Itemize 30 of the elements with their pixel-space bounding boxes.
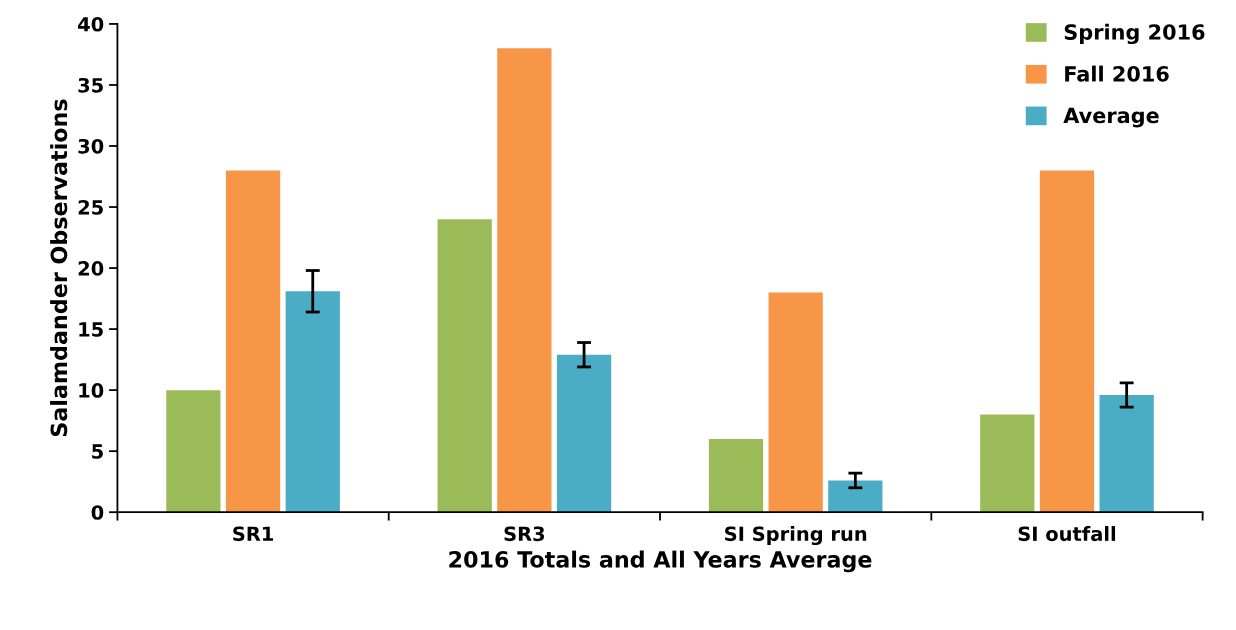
x-tick-label: SI Spring run — [725, 526, 867, 546]
y-axis-title: Salamdander Observations — [50, 99, 68, 437]
bar — [1039, 170, 1095, 513]
bar — [828, 480, 883, 513]
bar — [980, 414, 1035, 513]
y-tick-label: 25 — [78, 199, 103, 215]
bar — [1099, 395, 1154, 513]
legend-label: Spring 2016 — [1064, 23, 1205, 45]
y-tick-label: 35 — [78, 77, 103, 93]
bar — [768, 292, 823, 513]
y-tick-label: 30 — [78, 138, 104, 154]
y-tick-label: 15 — [79, 322, 103, 337]
x-axis-title: 2016 Totals and All Years Average — [449, 550, 872, 573]
bar — [497, 48, 552, 513]
x-tick-label: SR1 — [233, 526, 273, 542]
x-tick-label: SI outfall — [1018, 526, 1116, 542]
bar — [437, 219, 492, 513]
y-tick-label: 40 — [78, 16, 104, 32]
bar — [556, 354, 612, 513]
bar — [166, 390, 221, 513]
y-tick-label: 10 — [79, 383, 104, 398]
y-tick-label: 5 — [92, 444, 103, 459]
legend-label: Fall 2016 — [1065, 65, 1169, 82]
legend-label: Average — [1063, 107, 1159, 128]
bar — [225, 170, 281, 513]
bar — [708, 438, 764, 513]
x-tick-label: SR3 — [504, 526, 545, 542]
bar — [285, 291, 340, 513]
y-tick-label: 20 — [78, 261, 104, 276]
y-tick-label: 0 — [91, 505, 104, 520]
